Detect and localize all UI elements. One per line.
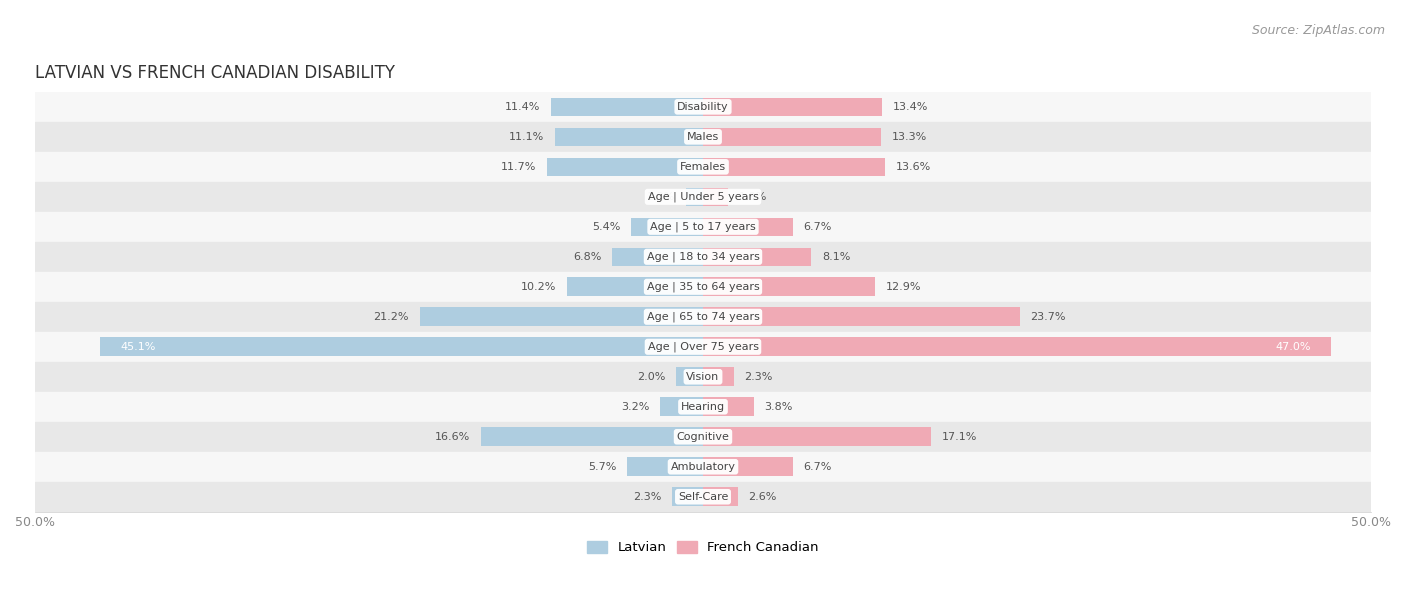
Bar [567,277,703,296]
Bar [703,367,734,386]
Bar [703,487,738,506]
Bar [627,457,703,476]
Bar [35,152,1371,182]
Text: 11.4%: 11.4% [505,102,540,112]
Bar [703,397,754,416]
Legend: Latvian, French Canadian: Latvian, French Canadian [582,536,824,560]
Text: Females: Females [681,162,725,172]
Text: Self-Care: Self-Care [678,491,728,502]
Bar [703,307,1019,326]
Text: 45.1%: 45.1% [121,341,156,352]
Bar [35,332,1371,362]
Text: 11.7%: 11.7% [501,162,536,172]
Bar [35,392,1371,422]
Text: Age | 35 to 64 years: Age | 35 to 64 years [647,282,759,292]
Bar [703,427,931,446]
Text: Vision: Vision [686,371,720,382]
Text: Cognitive: Cognitive [676,431,730,442]
Text: 6.7%: 6.7% [803,461,831,472]
Text: 5.7%: 5.7% [588,461,616,472]
Text: 2.3%: 2.3% [744,371,773,382]
Text: Age | Under 5 years: Age | Under 5 years [648,192,758,202]
Text: 2.3%: 2.3% [633,491,662,502]
Bar [481,427,703,446]
Text: 13.4%: 13.4% [893,102,928,112]
Bar [100,337,703,356]
Text: 3.8%: 3.8% [765,401,793,412]
Bar [547,157,703,176]
Bar [703,277,876,296]
Text: 11.1%: 11.1% [509,132,544,142]
Bar [703,217,793,236]
Bar [703,97,882,116]
Text: Males: Males [688,132,718,142]
Bar [631,217,703,236]
Bar [35,272,1371,302]
Bar [703,247,811,266]
Text: 2.6%: 2.6% [748,491,776,502]
Text: Ambulatory: Ambulatory [671,461,735,472]
Text: 12.9%: 12.9% [886,282,921,292]
Text: 10.2%: 10.2% [520,282,555,292]
Text: Age | 18 to 34 years: Age | 18 to 34 years [647,252,759,262]
Bar [35,182,1371,212]
Bar [35,242,1371,272]
Bar [35,302,1371,332]
Bar [35,422,1371,452]
Text: 2.0%: 2.0% [637,371,665,382]
Text: 16.6%: 16.6% [436,431,471,442]
Text: 21.2%: 21.2% [374,312,409,322]
Bar [551,97,703,116]
Bar [703,157,884,176]
Text: 47.0%: 47.0% [1275,341,1310,352]
Bar [703,187,728,206]
Text: 1.9%: 1.9% [740,192,768,202]
Text: LATVIAN VS FRENCH CANADIAN DISABILITY: LATVIAN VS FRENCH CANADIAN DISABILITY [35,64,395,82]
Bar [661,397,703,416]
Bar [35,452,1371,482]
Text: 5.4%: 5.4% [592,222,620,232]
Bar [555,127,703,146]
Bar [35,212,1371,242]
Text: 8.1%: 8.1% [823,252,851,262]
Text: 1.3%: 1.3% [647,192,675,202]
Text: 17.1%: 17.1% [942,431,977,442]
Bar [703,337,1331,356]
Bar [35,122,1371,152]
Text: 6.7%: 6.7% [803,222,831,232]
Bar [612,247,703,266]
Bar [676,367,703,386]
Text: 13.6%: 13.6% [896,162,931,172]
Bar [703,457,793,476]
Text: 6.8%: 6.8% [574,252,602,262]
Bar [703,127,880,146]
Text: Source: ZipAtlas.com: Source: ZipAtlas.com [1251,24,1385,37]
Text: 13.3%: 13.3% [891,132,927,142]
Bar [35,92,1371,122]
Text: 3.2%: 3.2% [621,401,650,412]
Text: Disability: Disability [678,102,728,112]
Bar [672,487,703,506]
Text: 23.7%: 23.7% [1031,312,1066,322]
Bar [420,307,703,326]
Text: Age | Over 75 years: Age | Over 75 years [648,341,758,352]
Text: Age | 5 to 17 years: Age | 5 to 17 years [650,222,756,232]
Bar [35,482,1371,512]
Text: Age | 65 to 74 years: Age | 65 to 74 years [647,312,759,322]
Bar [686,187,703,206]
Text: Hearing: Hearing [681,401,725,412]
Bar [35,362,1371,392]
